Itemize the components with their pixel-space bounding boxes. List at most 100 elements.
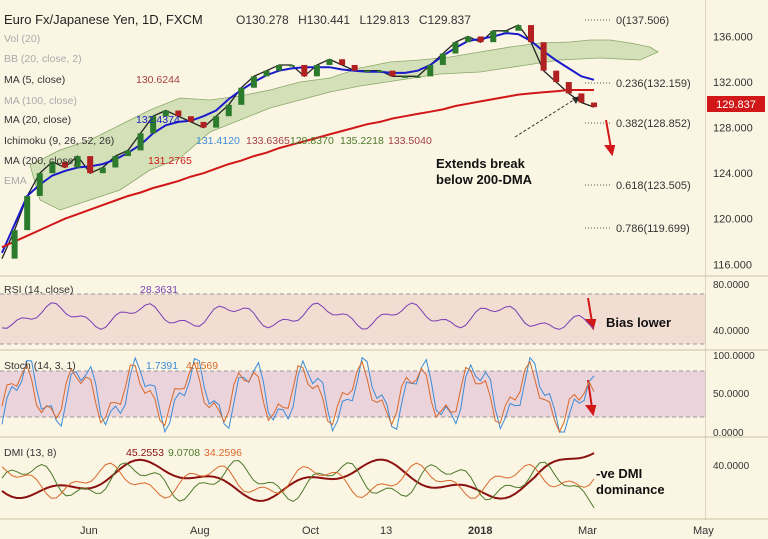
- x-tick-13: 13: [380, 525, 392, 537]
- candle: [187, 116, 194, 122]
- ichimoku-value-2: 133.6365: [246, 135, 290, 147]
- candle: [238, 87, 245, 105]
- candle: [11, 230, 18, 259]
- candle: [477, 36, 484, 43]
- stoch-band: [0, 371, 706, 417]
- x-tick-jun: Jun: [80, 525, 98, 537]
- legend-ma100: MA (100, close): [4, 95, 77, 107]
- legend-ma200-value: 131.2765: [148, 155, 192, 167]
- candle: [74, 156, 81, 168]
- legend-ema: EMA: [4, 175, 27, 187]
- y-tick-label: 116.000: [713, 259, 752, 271]
- legend-ma20: MA (20, close): [4, 114, 71, 126]
- candles: [11, 25, 597, 259]
- legend-ichimoku: Ichimoku (9, 26, 52, 26): [4, 135, 114, 147]
- legend-ma20-value: 132.4374: [136, 114, 180, 126]
- fib-label-0: 0(137.506): [616, 15, 669, 27]
- candle: [591, 102, 597, 108]
- legend-bb: BB (20, close, 2): [4, 53, 82, 65]
- ichimoku-value-4: 135.2218: [340, 135, 384, 147]
- candle: [61, 161, 68, 168]
- price-tag-text: 129.837: [716, 99, 756, 111]
- candle: [112, 156, 119, 168]
- candle: [452, 42, 459, 54]
- candle: [213, 116, 220, 128]
- candle: [225, 104, 232, 117]
- y-tick-label: 120.000: [713, 214, 753, 226]
- dmi-adx-line: [1, 452, 595, 502]
- candle: [364, 70, 371, 73]
- candle: [528, 25, 535, 43]
- ohlc-close: C129.837: [419, 13, 471, 27]
- candle: [87, 156, 94, 174]
- legend-ma5-value: 130.6244: [136, 74, 180, 86]
- y-tick-label: 132.000: [713, 77, 753, 89]
- candle: [137, 133, 144, 151]
- candle: [376, 70, 383, 73]
- ohlc-low: L129.813: [359, 13, 409, 27]
- stoch-tick-0: 0.0000: [713, 428, 744, 439]
- candle: [414, 76, 421, 78]
- chart-title: Euro Fx/Japanese Yen, 1D, FXCM: [4, 12, 203, 27]
- candle: [339, 59, 346, 65]
- candle: [175, 110, 182, 117]
- candle: [326, 59, 333, 65]
- price-tag: [707, 96, 765, 112]
- candle: [99, 167, 106, 174]
- rsi-line: [1, 302, 595, 330]
- candle: [502, 30, 509, 33]
- x-tick-mar: Mar: [578, 525, 597, 537]
- rsi-tick-80: 80.0000: [713, 280, 750, 291]
- dmi-tick-40: 40.0000: [713, 461, 750, 472]
- candle: [276, 64, 283, 71]
- candle: [553, 70, 560, 83]
- candle: [515, 25, 522, 31]
- candle: [389, 70, 396, 77]
- fib-label-786: 0.786(119.699): [616, 223, 690, 235]
- rsi-label: RSI (14, close): [4, 284, 73, 296]
- x-tick-aug: Aug: [190, 525, 210, 537]
- candle: [263, 70, 270, 77]
- candle: [24, 195, 31, 231]
- candle: [301, 64, 308, 77]
- stoch-k-value: 1.7391: [146, 360, 178, 372]
- ohlc-high: H130.441: [298, 13, 350, 27]
- candle: [250, 76, 257, 88]
- fib-label-382: 0.382(128.852): [616, 118, 691, 130]
- dmi-minus-line: [1, 462, 595, 499]
- ichimoku-value-3: 129.8370: [290, 135, 334, 147]
- annotation-main-2: below 200-DMA: [436, 172, 533, 187]
- ma200-series-line: [1, 89, 594, 249]
- legend-ma200: MA (200, close): [4, 155, 77, 167]
- dmi-plus-line: [1, 460, 595, 509]
- candle: [578, 93, 585, 103]
- candle: [439, 53, 446, 65]
- stoch-tick-50: 50.0000: [713, 389, 750, 400]
- stoch-k-line: [1, 356, 595, 434]
- svg-text:O130.278 H130.441 L129: O130.278 H130.441 L129.813 C129.837: [236, 13, 471, 27]
- candle: [124, 150, 131, 157]
- x-tick-oct: Oct: [302, 525, 319, 537]
- candle: [565, 82, 572, 94]
- y-tick-label: 124.000: [713, 168, 753, 180]
- annotation-rsi: Bias lower: [606, 315, 671, 330]
- candle: [162, 110, 169, 117]
- legend-ma5: MA (5, close): [4, 74, 65, 86]
- annotation-dmi-2: dominance: [596, 482, 665, 497]
- ichimoku-value-1: 131.4120: [196, 135, 240, 147]
- annotation-main-1: Extends break: [436, 156, 526, 171]
- stoch-label: Stoch (14, 3, 1): [4, 360, 76, 372]
- candle: [36, 173, 43, 196]
- candle: [351, 64, 358, 71]
- stoch-tick-100: 100.0000: [713, 351, 755, 362]
- candle: [465, 36, 472, 43]
- annotation-dmi-1: -ve DMI: [596, 466, 642, 481]
- dmi-plus-value: 9.0708: [168, 447, 200, 459]
- ichimoku-value-5: 133.5040: [388, 135, 432, 147]
- candle: [402, 76, 409, 78]
- x-tick-may: May: [693, 525, 714, 537]
- dmi-label: DMI (13, 8): [4, 447, 57, 459]
- y-axis-ticks: 136.000 132.000 128.000 124.000 120.000 116.0…: [713, 31, 753, 271]
- y-tick-label: 136.000: [713, 31, 753, 43]
